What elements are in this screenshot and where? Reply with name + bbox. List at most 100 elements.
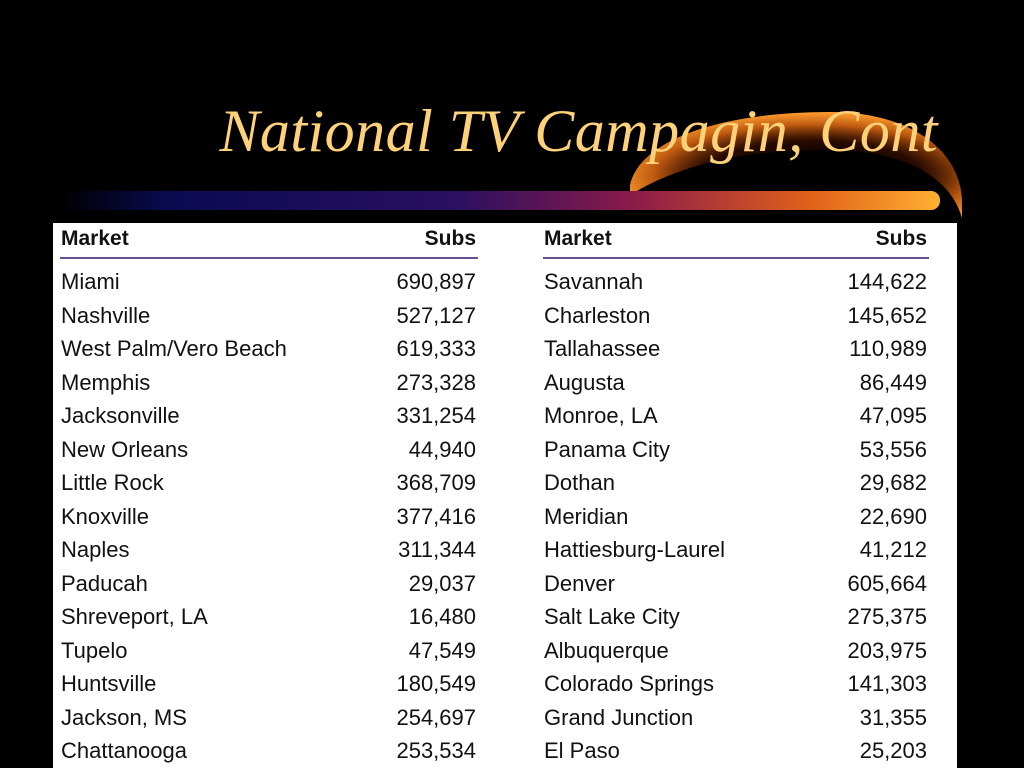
table-header-left: Market Subs	[60, 223, 478, 259]
market-cell: Monroe, LA	[544, 403, 658, 428]
market-cell: Miami	[61, 269, 120, 294]
subs-cell: 29,682	[859, 470, 927, 495]
table-header-right: Market Subs	[543, 223, 929, 259]
subs-cell: 141,303	[847, 671, 927, 696]
table-row: Knoxville 377,416	[60, 500, 478, 534]
market-cell: Savannah	[544, 269, 644, 294]
subs-cell: 331,254	[396, 403, 476, 428]
subs-cell: 53,556	[859, 436, 927, 462]
table-row: Naples 311,344	[60, 533, 478, 567]
subs-cell: 254,697	[396, 704, 476, 730]
table-row: Panama City 53,556	[543, 433, 929, 467]
subs-cell: 253,534	[396, 738, 476, 763]
table-row: Jacksonville 331,254	[60, 399, 478, 433]
market-cell: Salt Lake City	[544, 604, 680, 629]
table-row: Chattanooga 253,534	[60, 734, 478, 768]
table-row: Meridian 22,690	[543, 500, 929, 534]
subs-cell: 22,690	[859, 503, 927, 529]
header-subs: Subs	[875, 227, 927, 250]
table-row: Little Rock 368,709	[60, 466, 478, 500]
subs-cell: 110,989	[849, 336, 927, 361]
table-rows-right: Savannah 144,622 Charleston 145,652 Tallahas…	[543, 265, 929, 768]
table-row: New Orleans 44,940	[60, 433, 478, 467]
table-row: Salt Lake City 275,375	[543, 600, 929, 634]
table-row: Grand Junction 31,355	[543, 701, 929, 735]
subs-cell: 368,709	[396, 470, 476, 495]
subs-cell: 180,549	[396, 671, 476, 696]
market-cell: Dothan	[544, 470, 615, 495]
market-cell: Grand Junction	[544, 704, 694, 730]
subs-cell: 275,375	[847, 604, 927, 629]
table-row: Paducah 29,037	[60, 567, 478, 601]
table-row: Monroe, LA 47,095	[543, 399, 929, 433]
table-row: Jackson, MS 254,697	[60, 701, 478, 735]
table-row: Denver 605,664	[543, 567, 929, 601]
market-cell: New Orleans	[61, 436, 189, 462]
market-cell: El Paso	[544, 738, 620, 763]
table-row: Huntsville 180,549	[60, 667, 478, 701]
market-cell: Panama City	[544, 436, 670, 462]
market-cell: Naples	[61, 537, 130, 562]
table-row: Augusta 86,449	[543, 366, 929, 400]
table-column-right: Market Subs Savannah 144,622 Charleston 145…	[543, 223, 929, 768]
table-rows-left: Miami 690,897 Nashville 527,127 West Palm/Ve…	[60, 265, 478, 768]
header-subs: Subs	[424, 227, 476, 250]
market-cell: Tupelo	[61, 637, 128, 663]
market-cell: Memphis	[61, 369, 151, 395]
market-cell: Colorado Springs	[544, 671, 714, 696]
table-row: El Paso 25,203	[543, 734, 929, 768]
subs-cell: 41,212	[859, 537, 927, 562]
table-row: Nashville 527,127	[60, 299, 478, 333]
market-cell: Albuquerque	[544, 637, 669, 663]
table-row: Colorado Springs 141,303	[543, 667, 929, 701]
subs-cell: 690,897	[396, 269, 476, 294]
market-cell: Nashville	[61, 302, 151, 328]
table-row: Hattiesburg-Laurel 41,212	[543, 533, 929, 567]
subs-cell: 377,416	[396, 503, 476, 529]
markets-table: Market Subs Miami 690,897 Nashville 527,127…	[53, 223, 957, 768]
subs-cell: 29,037	[408, 570, 476, 596]
market-cell: Knoxville	[61, 503, 150, 529]
table-row: Tallahassee 110,989	[543, 332, 929, 366]
subs-cell: 605,664	[847, 570, 927, 596]
market-cell: Jacksonville	[61, 403, 180, 428]
market-cell: Shreveport, LA	[61, 604, 208, 629]
market-cell: Paducah	[61, 570, 148, 596]
market-cell: West Palm/Vero Beach	[61, 336, 287, 361]
market-cell: Chattanooga	[61, 738, 187, 763]
table-column-left: Market Subs Miami 690,897 Nashville 527,127…	[60, 223, 478, 768]
subs-cell: 86,449	[859, 369, 927, 395]
subs-cell: 203,975	[847, 637, 927, 663]
subs-cell: 16,480	[408, 604, 476, 629]
table-row: Miami 690,897	[60, 265, 478, 299]
market-cell: Charleston	[544, 302, 651, 328]
subs-cell: 311,344	[398, 537, 476, 562]
subs-cell: 145,652	[847, 302, 927, 328]
table-row: Memphis 273,328	[60, 366, 478, 400]
subs-cell: 25,203	[859, 738, 927, 763]
table-row: Savannah 144,622	[543, 265, 929, 299]
table-row: West Palm/Vero Beach 619,333	[60, 332, 478, 366]
table-row: Charleston 145,652	[543, 299, 929, 333]
decorative-swoosh	[60, 112, 962, 218]
subs-cell: 273,328	[396, 369, 476, 395]
market-cell: Little Rock	[61, 470, 164, 495]
slide-title: National TV Campagin, Cont	[219, 98, 938, 164]
header-market: Market	[61, 227, 129, 250]
market-cell: Huntsville	[61, 671, 157, 696]
table-row: Shreveport, LA 16,480	[60, 600, 478, 634]
subs-cell: 144,622	[847, 269, 927, 294]
market-cell: Meridian	[544, 503, 629, 529]
subs-cell: 47,549	[408, 637, 476, 663]
subs-cell: 527,127	[396, 302, 476, 328]
table-row: Dothan 29,682	[543, 466, 929, 500]
table-row: Albuquerque 203,975	[543, 634, 929, 668]
market-cell: Hattiesburg-Laurel	[544, 537, 725, 562]
market-cell: Tallahassee	[544, 336, 661, 361]
subs-cell: 31,355	[859, 704, 927, 730]
subs-cell: 44,940	[408, 436, 476, 462]
market-cell: Denver	[544, 570, 615, 596]
subs-cell: 619,333	[396, 336, 476, 361]
table-row: Tupelo 47,549	[60, 634, 478, 668]
market-cell: Jackson, MS	[61, 704, 187, 730]
